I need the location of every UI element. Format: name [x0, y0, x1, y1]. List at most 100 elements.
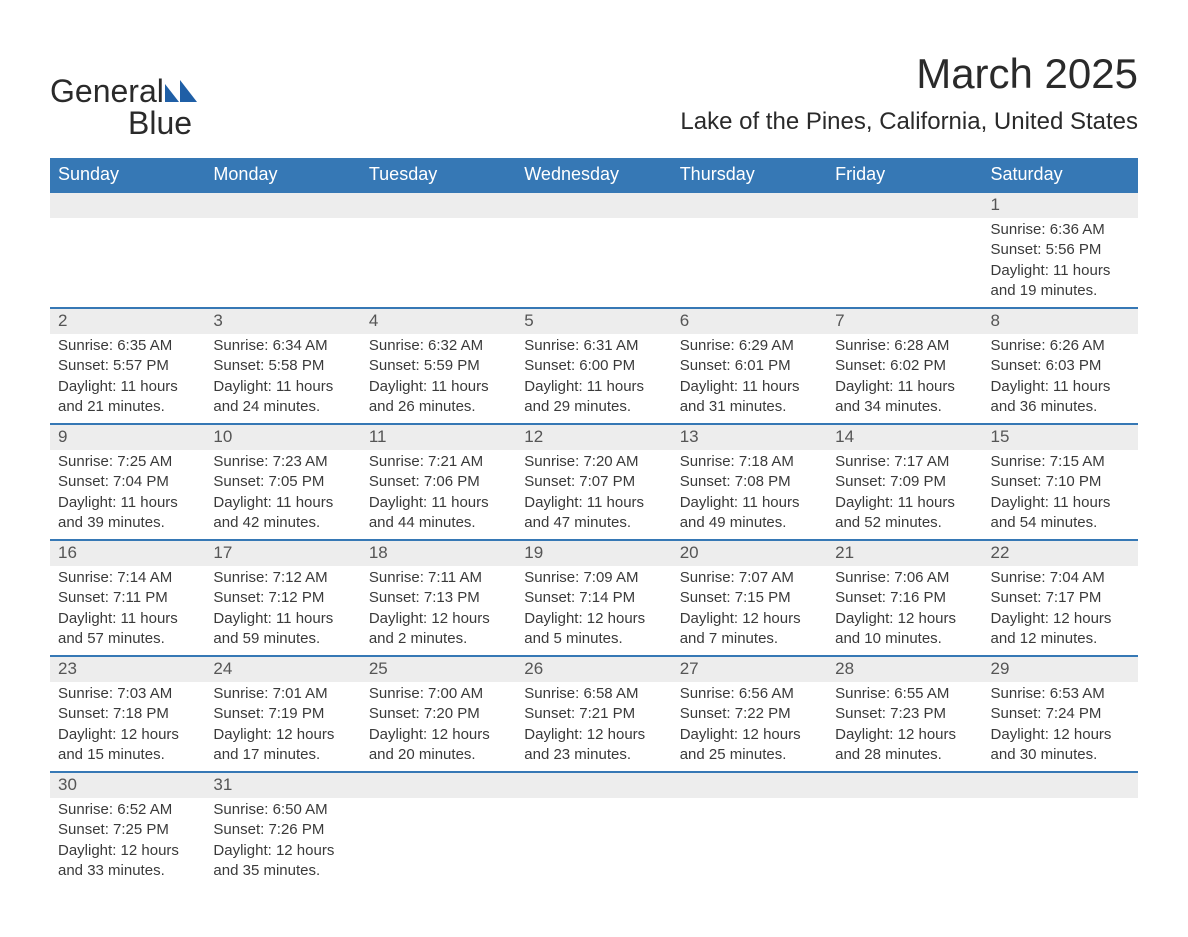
calendar-cell: 24Sunrise: 7:01 AMSunset: 7:19 PMDayligh…	[205, 656, 360, 772]
day-details: Sunrise: 7:11 AMSunset: 7:13 PMDaylight:…	[361, 566, 516, 655]
day-details: Sunrise: 7:17 AMSunset: 7:09 PMDaylight:…	[827, 450, 982, 539]
day-number	[361, 773, 516, 798]
day-number: 28	[827, 657, 982, 682]
sunrise-text: Sunrise: 7:15 AM	[991, 452, 1130, 472]
day-details: Sunrise: 6:56 AMSunset: 7:22 PMDaylight:…	[672, 682, 827, 771]
sunrise-text: Sunrise: 7:14 AM	[58, 568, 197, 588]
sunset-text: Sunset: 7:13 PM	[369, 588, 508, 608]
calendar-cell: 28Sunrise: 6:55 AMSunset: 7:23 PMDayligh…	[827, 656, 982, 772]
day-details: Sunrise: 6:36 AMSunset: 5:56 PMDaylight:…	[983, 218, 1138, 307]
day-number: 12	[516, 425, 671, 450]
sunset-text: Sunset: 7:06 PM	[369, 472, 508, 492]
calendar-cell: 11Sunrise: 7:21 AMSunset: 7:06 PMDayligh…	[361, 424, 516, 540]
calendar-cell	[361, 192, 516, 308]
sunset-text: Sunset: 7:16 PM	[835, 588, 974, 608]
day-details: Sunrise: 6:34 AMSunset: 5:58 PMDaylight:…	[205, 334, 360, 423]
sunset-text: Sunset: 7:12 PM	[213, 588, 352, 608]
day-number: 15	[983, 425, 1138, 450]
sunrise-text: Sunrise: 7:01 AM	[213, 684, 352, 704]
calendar-cell: 1Sunrise: 6:36 AMSunset: 5:56 PMDaylight…	[983, 192, 1138, 308]
day-details: Sunrise: 7:01 AMSunset: 7:19 PMDaylight:…	[205, 682, 360, 771]
sunset-text: Sunset: 7:09 PM	[835, 472, 974, 492]
day-details	[672, 798, 827, 806]
day-details	[205, 218, 360, 306]
day-number: 9	[50, 425, 205, 450]
calendar-cell: 27Sunrise: 6:56 AMSunset: 7:22 PMDayligh…	[672, 656, 827, 772]
calendar-cell: 21Sunrise: 7:06 AMSunset: 7:16 PMDayligh…	[827, 540, 982, 656]
day-details: Sunrise: 6:29 AMSunset: 6:01 PMDaylight:…	[672, 334, 827, 423]
day-number	[672, 193, 827, 218]
day-header: Wednesday	[516, 158, 671, 192]
day-number	[516, 773, 671, 798]
sunrise-text: Sunrise: 6:35 AM	[58, 336, 197, 356]
daylight-text: Daylight: 12 hours and 20 minutes.	[369, 725, 508, 766]
calendar-cell: 31Sunrise: 6:50 AMSunset: 7:26 PMDayligh…	[205, 772, 360, 887]
calendar-cell	[672, 772, 827, 887]
sunset-text: Sunset: 6:00 PM	[524, 356, 663, 376]
day-number: 14	[827, 425, 982, 450]
daylight-text: Daylight: 11 hours and 21 minutes.	[58, 377, 197, 418]
sunrise-text: Sunrise: 6:50 AM	[213, 800, 352, 820]
daylight-text: Daylight: 11 hours and 24 minutes.	[213, 377, 352, 418]
day-number: 4	[361, 309, 516, 334]
calendar-cell: 23Sunrise: 7:03 AMSunset: 7:18 PMDayligh…	[50, 656, 205, 772]
calendar-cell: 20Sunrise: 7:07 AMSunset: 7:15 PMDayligh…	[672, 540, 827, 656]
daylight-text: Daylight: 11 hours and 59 minutes.	[213, 609, 352, 650]
sunrise-text: Sunrise: 7:04 AM	[991, 568, 1130, 588]
day-number	[361, 193, 516, 218]
daylight-text: Daylight: 11 hours and 29 minutes.	[524, 377, 663, 418]
day-number	[983, 773, 1138, 798]
sunset-text: Sunset: 7:04 PM	[58, 472, 197, 492]
calendar-cell	[827, 192, 982, 308]
logo-text-1: General	[50, 75, 164, 107]
sunset-text: Sunset: 7:21 PM	[524, 704, 663, 724]
sunset-text: Sunset: 6:03 PM	[991, 356, 1130, 376]
day-details: Sunrise: 6:55 AMSunset: 7:23 PMDaylight:…	[827, 682, 982, 771]
day-number: 16	[50, 541, 205, 566]
calendar-cell: 7Sunrise: 6:28 AMSunset: 6:02 PMDaylight…	[827, 308, 982, 424]
day-details	[361, 798, 516, 806]
sunset-text: Sunset: 7:26 PM	[213, 820, 352, 840]
sunrise-text: Sunrise: 6:26 AM	[991, 336, 1130, 356]
calendar-cell	[205, 192, 360, 308]
day-number: 7	[827, 309, 982, 334]
day-details: Sunrise: 6:26 AMSunset: 6:03 PMDaylight:…	[983, 334, 1138, 423]
calendar-cell: 29Sunrise: 6:53 AMSunset: 7:24 PMDayligh…	[983, 656, 1138, 772]
day-header: Sunday	[50, 158, 205, 192]
daylight-text: Daylight: 12 hours and 15 minutes.	[58, 725, 197, 766]
daylight-text: Daylight: 12 hours and 23 minutes.	[524, 725, 663, 766]
day-details: Sunrise: 7:18 AMSunset: 7:08 PMDaylight:…	[672, 450, 827, 539]
daylight-text: Daylight: 12 hours and 33 minutes.	[58, 841, 197, 882]
daylight-text: Daylight: 11 hours and 57 minutes.	[58, 609, 197, 650]
logo-text-2: Blue	[128, 107, 197, 139]
day-details: Sunrise: 7:20 AMSunset: 7:07 PMDaylight:…	[516, 450, 671, 539]
day-details	[516, 218, 671, 306]
logo-flag-icon	[165, 80, 197, 102]
sunset-text: Sunset: 7:19 PM	[213, 704, 352, 724]
sunset-text: Sunset: 7:18 PM	[58, 704, 197, 724]
day-details: Sunrise: 6:50 AMSunset: 7:26 PMDaylight:…	[205, 798, 360, 887]
sunrise-text: Sunrise: 7:06 AM	[835, 568, 974, 588]
sunrise-text: Sunrise: 6:58 AM	[524, 684, 663, 704]
calendar-row: 2Sunrise: 6:35 AMSunset: 5:57 PMDaylight…	[50, 308, 1138, 424]
daylight-text: Daylight: 11 hours and 54 minutes.	[991, 493, 1130, 534]
day-details: Sunrise: 7:14 AMSunset: 7:11 PMDaylight:…	[50, 566, 205, 655]
sunset-text: Sunset: 7:08 PM	[680, 472, 819, 492]
title-block: March 2025 Lake of the Pines, California…	[680, 50, 1138, 150]
calendar-cell: 6Sunrise: 6:29 AMSunset: 6:01 PMDaylight…	[672, 308, 827, 424]
sunrise-text: Sunrise: 7:20 AM	[524, 452, 663, 472]
day-details: Sunrise: 6:35 AMSunset: 5:57 PMDaylight:…	[50, 334, 205, 423]
sunrise-text: Sunrise: 6:28 AM	[835, 336, 974, 356]
calendar-cell: 13Sunrise: 7:18 AMSunset: 7:08 PMDayligh…	[672, 424, 827, 540]
sunset-text: Sunset: 5:58 PM	[213, 356, 352, 376]
day-header: Monday	[205, 158, 360, 192]
day-number: 30	[50, 773, 205, 798]
day-details	[516, 798, 671, 806]
sunset-text: Sunset: 7:11 PM	[58, 588, 197, 608]
calendar-cell	[827, 772, 982, 887]
sunrise-text: Sunrise: 6:36 AM	[991, 220, 1130, 240]
calendar-cell: 3Sunrise: 6:34 AMSunset: 5:58 PMDaylight…	[205, 308, 360, 424]
day-header: Friday	[827, 158, 982, 192]
sunset-text: Sunset: 7:15 PM	[680, 588, 819, 608]
calendar-cell	[516, 772, 671, 887]
